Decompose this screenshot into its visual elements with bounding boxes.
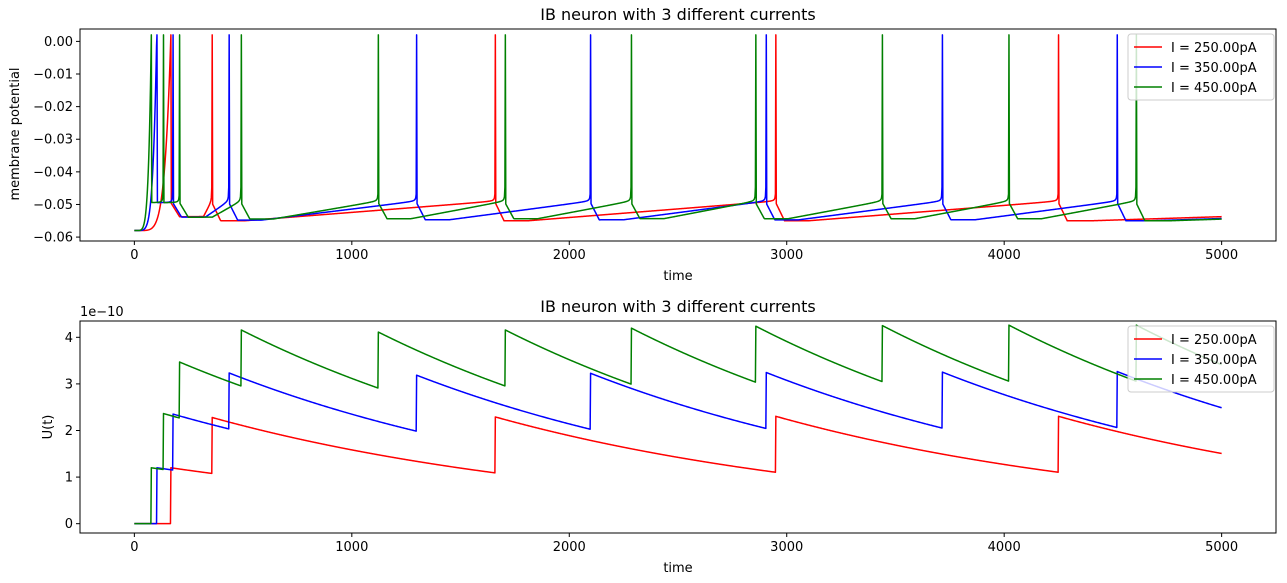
x-tick-label: 0 <box>130 248 138 263</box>
series-line <box>134 34 1222 232</box>
x-tick-label: 2000 <box>553 248 586 263</box>
legend-entry: I = 250.00pA <box>1171 333 1257 348</box>
y-tick-label: −0.06 <box>33 231 73 246</box>
y-tick-label: 1 <box>65 471 73 486</box>
plot-title: IB neuron with 3 different currents <box>540 5 816 24</box>
axes-frame <box>79 28 1277 242</box>
legend: I = 250.00pA I = 350.00pA I = 450.00pA <box>1127 325 1275 393</box>
legend-box <box>1127 325 1275 393</box>
y-tick-label: 0 <box>65 517 73 532</box>
membrane-potential-plot: IB neuron with 3 different currents memb… <box>8 5 1277 284</box>
x-tick-label: 4000 <box>988 540 1021 555</box>
x-tick-label: 4000 <box>988 248 1021 263</box>
y-tick-label: 3 <box>65 377 73 392</box>
axes-frame <box>79 320 1277 534</box>
plot-title: IB neuron with 3 different currents <box>540 297 816 316</box>
series-line <box>134 34 1222 232</box>
series-line <box>134 34 1222 232</box>
legend: I = 250.00pA I = 350.00pA I = 450.00pA <box>1127 33 1275 101</box>
series-line <box>134 324 1222 525</box>
y-tick-label: 2 <box>65 424 73 439</box>
y-axis-label: U(t) <box>41 415 56 440</box>
x-tick-label: 3000 <box>770 248 803 263</box>
legend-box <box>1127 33 1275 101</box>
legend-entry: I = 450.00pA <box>1171 81 1257 96</box>
x-axis-label: time <box>663 561 692 576</box>
series-layer <box>134 34 1222 232</box>
legend-entry: I = 350.00pA <box>1171 61 1257 76</box>
y-tick-label: −0.03 <box>33 133 73 148</box>
u-plot: IB neuron with 3 different currents U(t)… <box>41 297 1277 576</box>
y-tick-label: −0.04 <box>33 165 73 180</box>
ticks-layer: 0 1000 2000 3000 4000 5000 −0.06 −0.05 −0.04 −0.0… <box>33 35 1238 263</box>
x-tick-label: 5000 <box>1205 540 1238 555</box>
y-tick-label: 4 <box>65 331 73 346</box>
x-tick-label: 1000 <box>335 248 368 263</box>
y-tick-label: 0.00 <box>44 35 73 50</box>
x-tick-label: 1000 <box>335 540 368 555</box>
y-tick-label: −0.05 <box>33 198 73 213</box>
y-tick-label: −0.01 <box>33 68 73 83</box>
series-line <box>134 370 1222 525</box>
ticks-layer: 0 1000 2000 3000 4000 5000 0 1 2 3 4 <box>65 331 1238 555</box>
y-axis-label: membrane potential <box>8 67 23 200</box>
offset-text: 1e−10 <box>80 305 124 320</box>
series-layer <box>134 324 1222 525</box>
legend-entry: I = 350.00pA <box>1171 353 1257 368</box>
x-tick-label: 0 <box>130 540 138 555</box>
x-tick-label: 5000 <box>1205 248 1238 263</box>
series-line <box>134 415 1222 525</box>
x-axis-label: time <box>663 269 692 284</box>
x-tick-label: 3000 <box>770 540 803 555</box>
legend-entry: I = 250.00pA <box>1171 41 1257 56</box>
x-tick-label: 2000 <box>553 540 586 555</box>
y-tick-label: −0.02 <box>33 100 73 115</box>
legend-entry: I = 450.00pA <box>1171 373 1257 388</box>
